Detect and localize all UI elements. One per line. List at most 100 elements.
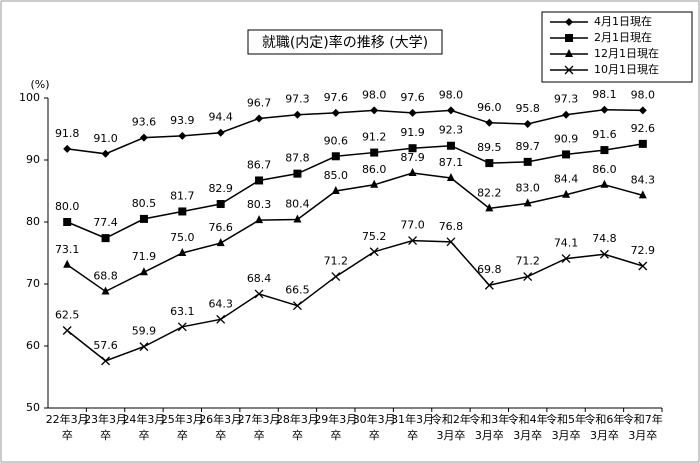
x-tick-label: 30年3月卒: [353, 412, 396, 442]
y-tick-label: 90: [26, 153, 40, 166]
legend-label: 12月1日現在: [594, 47, 659, 60]
marker: [485, 203, 494, 212]
x-tick-label: 令和5年 3月卒: [546, 412, 586, 442]
marker: [565, 49, 573, 57]
x-tick-line: 令和2年: [431, 412, 471, 426]
value-label: 80.5: [132, 197, 157, 210]
value-label: 84.3: [631, 173, 656, 186]
x-tick-line: 27年3月: [238, 412, 281, 426]
y-tick-label: 70: [26, 277, 40, 290]
x-tick-line: 令和5年: [546, 412, 586, 426]
x-tick-line: 令和3年: [469, 412, 509, 426]
value-label: 98.0: [439, 88, 464, 101]
value-label: 94.4: [208, 111, 233, 124]
marker: [562, 150, 571, 159]
marker: [408, 144, 417, 153]
marker: [178, 207, 187, 216]
x-tick-label: 27年3月卒: [238, 412, 281, 442]
x-tick-label: 令和3年 3月卒: [469, 412, 509, 442]
value-label: 91.0: [93, 132, 118, 145]
marker: [331, 108, 340, 117]
marker: [254, 289, 264, 299]
value-label: 63.1: [170, 305, 195, 318]
value-label: 87.9: [400, 151, 425, 164]
value-label: 97.6: [324, 91, 349, 104]
marker: [565, 34, 573, 42]
x-tick-line: 3月卒: [513, 428, 542, 442]
marker: [638, 190, 647, 199]
marker: [293, 110, 302, 119]
value-label: 80.0: [55, 200, 80, 213]
value-label: 91.8: [55, 127, 80, 140]
marker: [63, 144, 72, 153]
x-tick-line: 3月卒: [475, 428, 504, 442]
marker: [599, 249, 609, 259]
marker: [255, 176, 264, 185]
x-tick-label: 28年3月卒: [276, 412, 319, 442]
marker: [565, 18, 573, 26]
value-label: 80.3: [247, 198, 272, 211]
marker: [562, 189, 571, 198]
marker: [369, 247, 379, 257]
value-label: 69.8: [477, 263, 502, 276]
value-label: 87.1: [439, 156, 464, 169]
marker: [101, 234, 110, 243]
value-label: 90.9: [554, 132, 579, 145]
marker: [370, 179, 379, 188]
series-line: [66, 143, 643, 239]
x-tick-line: 卒: [292, 428, 303, 442]
x-tick-line: 卒: [177, 428, 188, 442]
value-label: 81.7: [170, 189, 195, 202]
marker: [331, 272, 341, 282]
y-tick-label: 100: [19, 91, 40, 104]
marker: [638, 261, 648, 271]
value-label: 83.0: [515, 181, 540, 194]
value-label: 97.3: [554, 93, 579, 106]
value-label: 95.8: [515, 102, 540, 115]
marker: [139, 267, 148, 276]
series-line: [66, 239, 644, 362]
x-tick-line: 3月卒: [590, 428, 619, 442]
value-label: 87.8: [285, 152, 310, 165]
value-label: 93.9: [170, 114, 195, 127]
marker: [523, 272, 533, 282]
x-tick-line: 卒: [62, 428, 73, 442]
value-label: 97.3: [285, 93, 310, 106]
marker: [523, 157, 532, 166]
x-tick-line: 3月卒: [436, 428, 465, 442]
value-label: 68.8: [93, 269, 118, 282]
x-tick-label: 23年3月卒: [84, 412, 127, 442]
value-label: 98.1: [592, 88, 617, 101]
value-label: 71.2: [515, 255, 540, 268]
marker: [255, 215, 264, 224]
marker: [255, 114, 264, 123]
marker: [561, 254, 571, 264]
marker: [178, 131, 187, 140]
value-label: 57.6: [93, 339, 118, 352]
x-tick-line: 卒: [100, 428, 111, 442]
value-label: 86.7: [247, 158, 272, 171]
marker: [63, 259, 72, 268]
marker: [101, 286, 110, 295]
x-tick-line: 卒: [369, 428, 380, 442]
y-tick-label: 80: [26, 215, 40, 228]
x-tick-label: 25年3月卒: [161, 412, 204, 442]
x-tick-line: 卒: [138, 428, 149, 442]
marker: [523, 120, 532, 129]
marker: [331, 152, 340, 161]
series-line: [66, 172, 644, 293]
x-tick-label: 令和4年 3月卒: [508, 412, 548, 442]
marker: [408, 236, 418, 246]
marker: [408, 168, 417, 177]
marker: [562, 110, 571, 119]
value-label: 89.5: [477, 141, 502, 154]
marker: [101, 149, 110, 158]
value-label: 82.2: [477, 186, 502, 199]
value-label: 76.8: [439, 220, 464, 233]
y-tick-label: 60: [26, 339, 40, 352]
marker: [484, 280, 494, 290]
x-tick-line: 26年3月: [199, 412, 242, 426]
x-tick-line: 3月卒: [628, 428, 657, 442]
marker: [638, 106, 647, 115]
